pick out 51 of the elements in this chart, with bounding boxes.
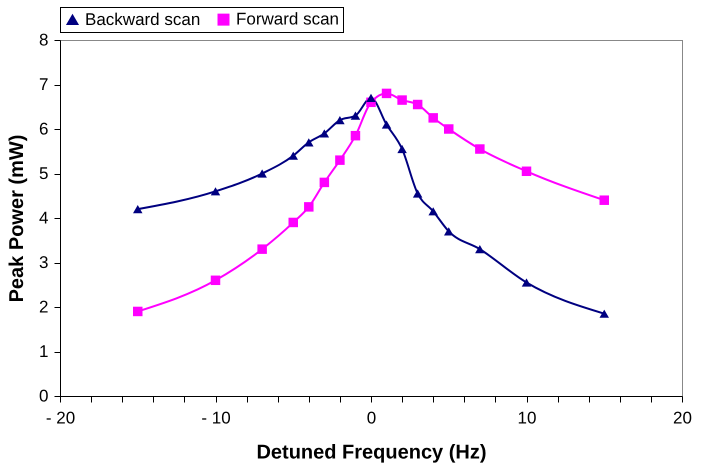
point — [335, 116, 345, 124]
x-tick-label: - 10 — [201, 408, 231, 428]
point — [288, 152, 298, 160]
point — [412, 189, 422, 198]
point — [475, 144, 485, 154]
point — [382, 88, 392, 98]
x-tick-label: 20 — [673, 408, 692, 428]
point — [600, 195, 609, 205]
point — [350, 112, 360, 120]
point — [133, 306, 142, 316]
y-tick-label: 4 — [39, 208, 48, 228]
point — [210, 276, 220, 286]
point — [397, 144, 407, 154]
point — [257, 169, 267, 178]
y-tick-label: 2 — [39, 298, 48, 316]
y-tick-label: 6 — [39, 120, 48, 138]
y-tick-label: 5 — [39, 164, 48, 183]
y-tick-label: 0 — [39, 386, 48, 406]
point — [444, 124, 454, 134]
y-tick-label: 7 — [39, 75, 48, 94]
point — [444, 227, 454, 236]
point — [133, 204, 142, 214]
point — [304, 138, 314, 146]
x-tick-label: 0 — [366, 408, 376, 428]
y-tick-label: 8 — [39, 30, 48, 50]
point — [428, 207, 438, 216]
point — [335, 155, 345, 165]
point — [210, 187, 220, 196]
y-tick-label: 1 — [39, 342, 48, 361]
x-tick-label: - 20 — [46, 408, 76, 428]
point — [428, 113, 438, 123]
point — [257, 244, 267, 254]
point — [288, 218, 298, 228]
legend-label: Forward scan — [236, 10, 339, 29]
x-tick-label: 10 — [518, 408, 536, 428]
point — [304, 202, 314, 212]
y-axis-title: Peak Power (mW) — [6, 134, 28, 302]
point — [600, 310, 609, 318]
point — [366, 94, 376, 102]
y-tick-label: 3 — [39, 253, 48, 272]
point — [320, 129, 330, 138]
legend-label: Backward scan — [85, 10, 200, 29]
point — [382, 120, 392, 129]
point — [320, 178, 330, 188]
point — [350, 130, 360, 140]
point — [397, 95, 407, 105]
point — [475, 245, 485, 254]
point — [412, 100, 422, 110]
x-axis-title: Detuned Frequency (Hz) — [256, 442, 487, 464]
point — [522, 166, 532, 176]
point — [522, 278, 532, 287]
